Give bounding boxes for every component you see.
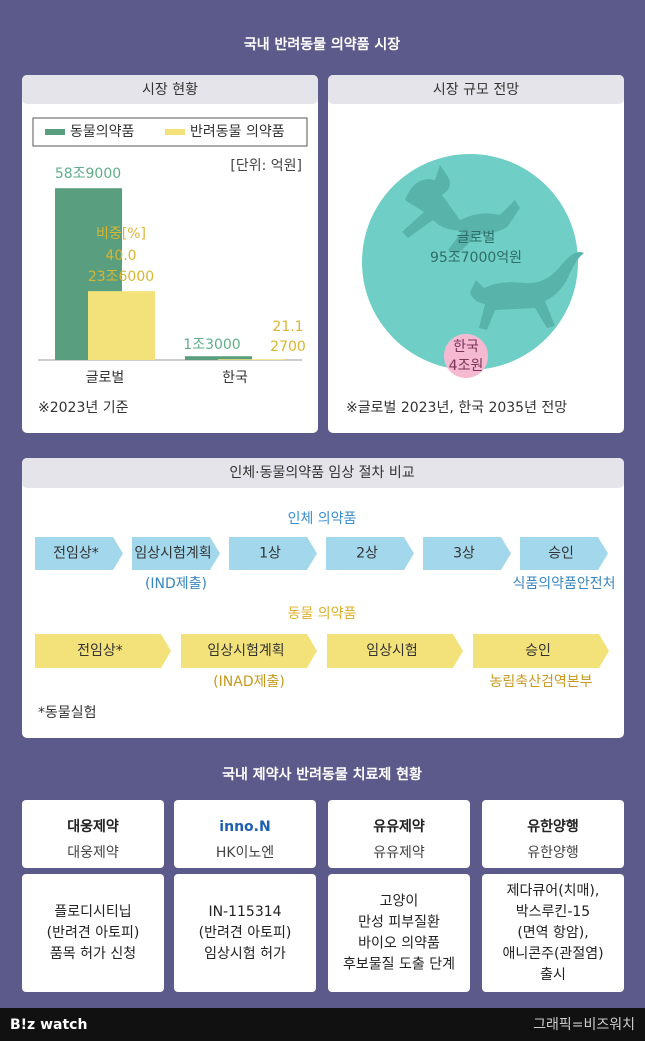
bubble-value: 4조원 (449, 358, 484, 374)
value-label: 1조3000 (183, 337, 240, 353)
company-name: 유유제약 (373, 845, 425, 861)
bubble-label: 글로벌 (457, 230, 496, 246)
step-arrow (132, 537, 220, 570)
panel-header (22, 458, 624, 488)
row-title: 동물 의약품 (288, 606, 357, 622)
company-desc: 품목 허가 신청 (50, 946, 136, 962)
step-label: 승인 (525, 643, 551, 659)
company-desc: 고양이 (380, 894, 419, 910)
step-label: 2상 (356, 546, 378, 562)
step-note: 식품의약품안전처 (512, 576, 615, 592)
step-note: (IND제출) (145, 576, 207, 592)
company-name: HK이노엔 (216, 845, 274, 861)
company-card (174, 800, 316, 868)
company-desc: (면역 항암), (517, 925, 588, 941)
value-label: 23조6000 (88, 269, 154, 285)
step-label: 1상 (259, 546, 281, 562)
bubble-value: 95조7000억원 (430, 250, 522, 266)
company-desc: 플로디시티닙 (54, 904, 131, 920)
company-name: 유한양행 (527, 845, 579, 861)
legend-swatch (165, 129, 185, 135)
row-title: 인체 의약품 (288, 511, 357, 527)
credit: 그래픽=비즈워치 (533, 1017, 635, 1033)
company-logo: 유유제약 (373, 818, 425, 835)
panel-header (328, 75, 624, 104)
company-desc: 박스루킨-15 (516, 904, 590, 920)
value-label: 2700 (270, 339, 306, 355)
step-arrow (229, 537, 317, 570)
step-arrow (423, 537, 511, 570)
unit-label: [단위: 억원] (230, 158, 302, 174)
step-label: 전임상* (53, 546, 99, 562)
step-label: 전임상* (77, 643, 123, 659)
step-label: 임상시험계획 (207, 643, 284, 659)
company-desc: IN-115314 (208, 904, 281, 920)
company-desc-box (22, 874, 164, 992)
step-label: 3상 (453, 546, 475, 562)
company-card (328, 800, 470, 868)
step-arrow (520, 537, 608, 570)
legend-label: 반려동물 의약품 (190, 124, 285, 140)
step-note: (INAD제출) (213, 674, 285, 690)
step-arrow (326, 537, 414, 570)
bar (185, 356, 252, 360)
company-desc: 만성 피부질환 (358, 915, 440, 931)
company-desc: 애니콘주(관절염) (502, 946, 603, 962)
bubble (362, 154, 578, 370)
step-label: 임상시험 (366, 643, 418, 659)
panel-header (22, 75, 318, 104)
step-label: 임상시험계획 (134, 546, 211, 562)
company-desc-box (482, 874, 624, 992)
step-arrow (181, 634, 317, 668)
section-title: 국내 제약사 반려동물 치료제 현황 (222, 766, 422, 783)
footer-bar (0, 1008, 645, 1041)
footnote: *동물실험 (38, 705, 97, 721)
step-arrow (35, 537, 123, 570)
legend-swatch (45, 129, 65, 135)
bubble-label: 한국 (453, 339, 479, 355)
company-name: 대웅제약 (67, 845, 119, 861)
panel-title: 시장 규모 전망 (433, 82, 519, 98)
legend-box (32, 117, 308, 147)
value-label: 58조9000 (55, 166, 121, 182)
legend-label: 동물의약품 (70, 124, 135, 140)
value-label: 40.0 (105, 248, 136, 264)
company-desc: (반려견 아토피) (199, 925, 292, 941)
company-logo: inno.N (219, 819, 270, 835)
bar (218, 359, 285, 360)
bar (88, 291, 155, 360)
company-card (482, 800, 624, 868)
company-desc: 후보물질 도출 단계 (343, 957, 455, 973)
company-desc: (반려견 아토피) (47, 925, 140, 941)
dog-silhouette (402, 165, 520, 254)
panel-title: 시장 현황 (142, 82, 198, 98)
step-arrow (35, 634, 171, 668)
x-tick-label: 한국 (222, 370, 248, 386)
company-logo: 유한양행 (527, 819, 579, 835)
company-desc: 출시 (540, 967, 566, 983)
x-tick-label: 글로벌 (86, 370, 125, 386)
company-desc: 제다큐어(치매), (507, 883, 600, 899)
company-desc: 바이오 의약품 (358, 936, 440, 952)
company-desc: 임상시험 허가 (204, 946, 286, 962)
main-title: 국내 반려동물 의약품 시장 (244, 36, 400, 53)
panel-title: 인체·동물의약품 임상 절차 비교 (229, 465, 414, 481)
bubble (443, 333, 489, 379)
note: ※2023년 기준 (38, 400, 129, 416)
step-note: 농림축산검역본부 (489, 674, 592, 690)
value-label: 21.1 (272, 319, 303, 335)
step-arrow (327, 634, 463, 668)
cat-silhouette (470, 252, 584, 330)
company-desc-box (328, 874, 470, 992)
process-panel (22, 458, 624, 738)
step-label: 승인 (548, 546, 574, 562)
step-arrow (473, 634, 609, 668)
note: ※글로벌 2023년, 한국 2035년 전망 (346, 400, 567, 416)
company-logo: 대웅제약 (67, 818, 119, 835)
brand: B!z watch (10, 1017, 87, 1033)
share-title: 비중[%] (96, 226, 146, 242)
company-card (22, 800, 164, 868)
company-desc-box (174, 874, 316, 992)
